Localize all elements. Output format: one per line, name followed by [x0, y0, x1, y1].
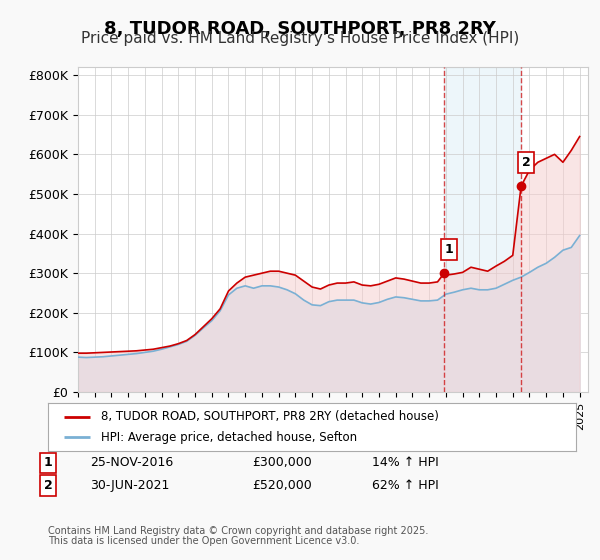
Text: Price paid vs. HM Land Registry's House Price Index (HPI): Price paid vs. HM Land Registry's House … — [81, 31, 519, 46]
Text: 14% ↑ HPI: 14% ↑ HPI — [372, 456, 439, 469]
Text: £520,000: £520,000 — [252, 479, 312, 492]
Text: 2: 2 — [44, 479, 52, 492]
Text: HPI: Average price, detached house, Sefton: HPI: Average price, detached house, Seft… — [101, 431, 357, 444]
Text: Contains HM Land Registry data © Crown copyright and database right 2025.: Contains HM Land Registry data © Crown c… — [48, 526, 428, 536]
Text: 8, TUDOR ROAD, SOUTHPORT, PR8 2RY (detached house): 8, TUDOR ROAD, SOUTHPORT, PR8 2RY (detac… — [101, 410, 439, 423]
Text: 25-NOV-2016: 25-NOV-2016 — [90, 456, 173, 469]
Text: 30-JUN-2021: 30-JUN-2021 — [90, 479, 169, 492]
Text: 1: 1 — [44, 456, 52, 469]
Text: 1: 1 — [445, 243, 454, 256]
Text: £300,000: £300,000 — [252, 456, 312, 469]
Text: 2: 2 — [522, 156, 530, 169]
Text: 8, TUDOR ROAD, SOUTHPORT, PR8 2RY: 8, TUDOR ROAD, SOUTHPORT, PR8 2RY — [104, 20, 496, 38]
Text: 62% ↑ HPI: 62% ↑ HPI — [372, 479, 439, 492]
Bar — [444, 67, 521, 392]
Text: This data is licensed under the Open Government Licence v3.0.: This data is licensed under the Open Gov… — [48, 536, 359, 547]
